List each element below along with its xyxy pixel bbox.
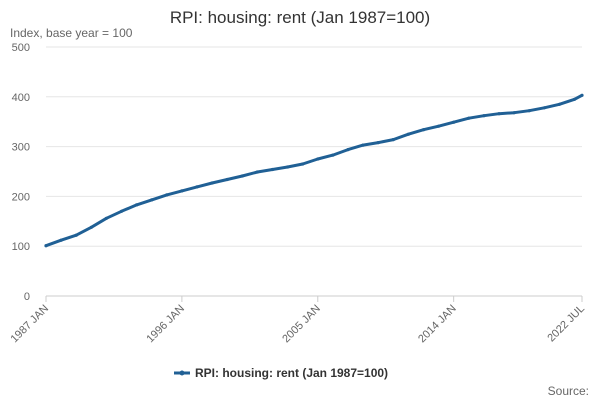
- x-tick-label: 1987 JAN: [8, 303, 51, 346]
- y-tick-label: 200: [12, 191, 30, 203]
- data-point[interactable]: [59, 238, 63, 242]
- y-tick-label: 100: [12, 241, 30, 253]
- y-axis-ticks: 0 100 200 300 400 500: [12, 42, 30, 303]
- data-point[interactable]: [210, 181, 214, 185]
- data-point[interactable]: [316, 157, 320, 161]
- series-line[interactable]: [44, 93, 584, 248]
- data-point[interactable]: [301, 162, 305, 166]
- data-point[interactable]: [255, 170, 259, 174]
- data-point[interactable]: [497, 112, 501, 116]
- y-tick-label: 500: [12, 42, 30, 54]
- data-point[interactable]: [195, 185, 199, 189]
- data-point[interactable]: [225, 177, 229, 182]
- y-tick-label: 300: [12, 142, 30, 154]
- data-point[interactable]: [527, 109, 531, 113]
- data-point[interactable]: [286, 165, 290, 169]
- data-point[interactable]: [240, 174, 244, 178]
- x-tick-label: 2014 JAN: [416, 303, 459, 346]
- y-tick-label: 0: [24, 291, 30, 303]
- data-point[interactable]: [135, 203, 139, 207]
- legend-label: RPI: housing: rent (Jan 1987=100): [195, 366, 388, 380]
- data-point[interactable]: [89, 225, 93, 229]
- data-point[interactable]: [104, 216, 108, 220]
- data-point[interactable]: [557, 102, 562, 106]
- data-point[interactable]: [361, 143, 365, 147]
- data-point[interactable]: [580, 93, 584, 97]
- data-point[interactable]: [74, 233, 78, 237]
- data-point[interactable]: [542, 106, 546, 110]
- data-point[interactable]: [376, 141, 380, 145]
- data-point[interactable]: [512, 111, 516, 115]
- data-point[interactable]: [44, 244, 48, 248]
- data-point[interactable]: [346, 148, 350, 152]
- data-point[interactable]: [270, 167, 275, 172]
- data-point[interactable]: [391, 138, 395, 142]
- source-label: Source:: [548, 384, 589, 398]
- data-point[interactable]: [452, 120, 456, 124]
- data-point[interactable]: [406, 132, 410, 136]
- data-point[interactable]: [331, 153, 335, 157]
- data-point[interactable]: [482, 114, 486, 118]
- data-point[interactable]: [467, 116, 471, 120]
- legend-swatch-marker: [179, 370, 185, 376]
- y-tick-label: 400: [12, 92, 30, 104]
- x-axis: 1987 JAN 1996 JAN 2005 JAN 2014 JAN 2022 JUL: [8, 295, 587, 346]
- data-point[interactable]: [150, 198, 154, 202]
- data-point[interactable]: [180, 189, 184, 193]
- x-tick-label: 2022 JUL: [545, 303, 587, 345]
- x-tick-label: 2005 JAN: [280, 303, 323, 346]
- data-point[interactable]: [119, 209, 124, 213]
- data-point[interactable]: [421, 128, 426, 132]
- chart-title: RPI: housing: rent (Jan 1987=100): [170, 8, 430, 27]
- data-point[interactable]: [437, 124, 441, 128]
- gridlines: [46, 46, 582, 247]
- x-tick-label: 1996 JAN: [144, 303, 187, 346]
- data-point[interactable]: [572, 97, 577, 101]
- data-point[interactable]: [165, 193, 169, 197]
- series-layer: [44, 93, 584, 248]
- legend[interactable]: RPI: housing: rent (Jan 1987=100): [174, 366, 388, 380]
- y-axis-label: Index, base year = 100: [10, 26, 133, 40]
